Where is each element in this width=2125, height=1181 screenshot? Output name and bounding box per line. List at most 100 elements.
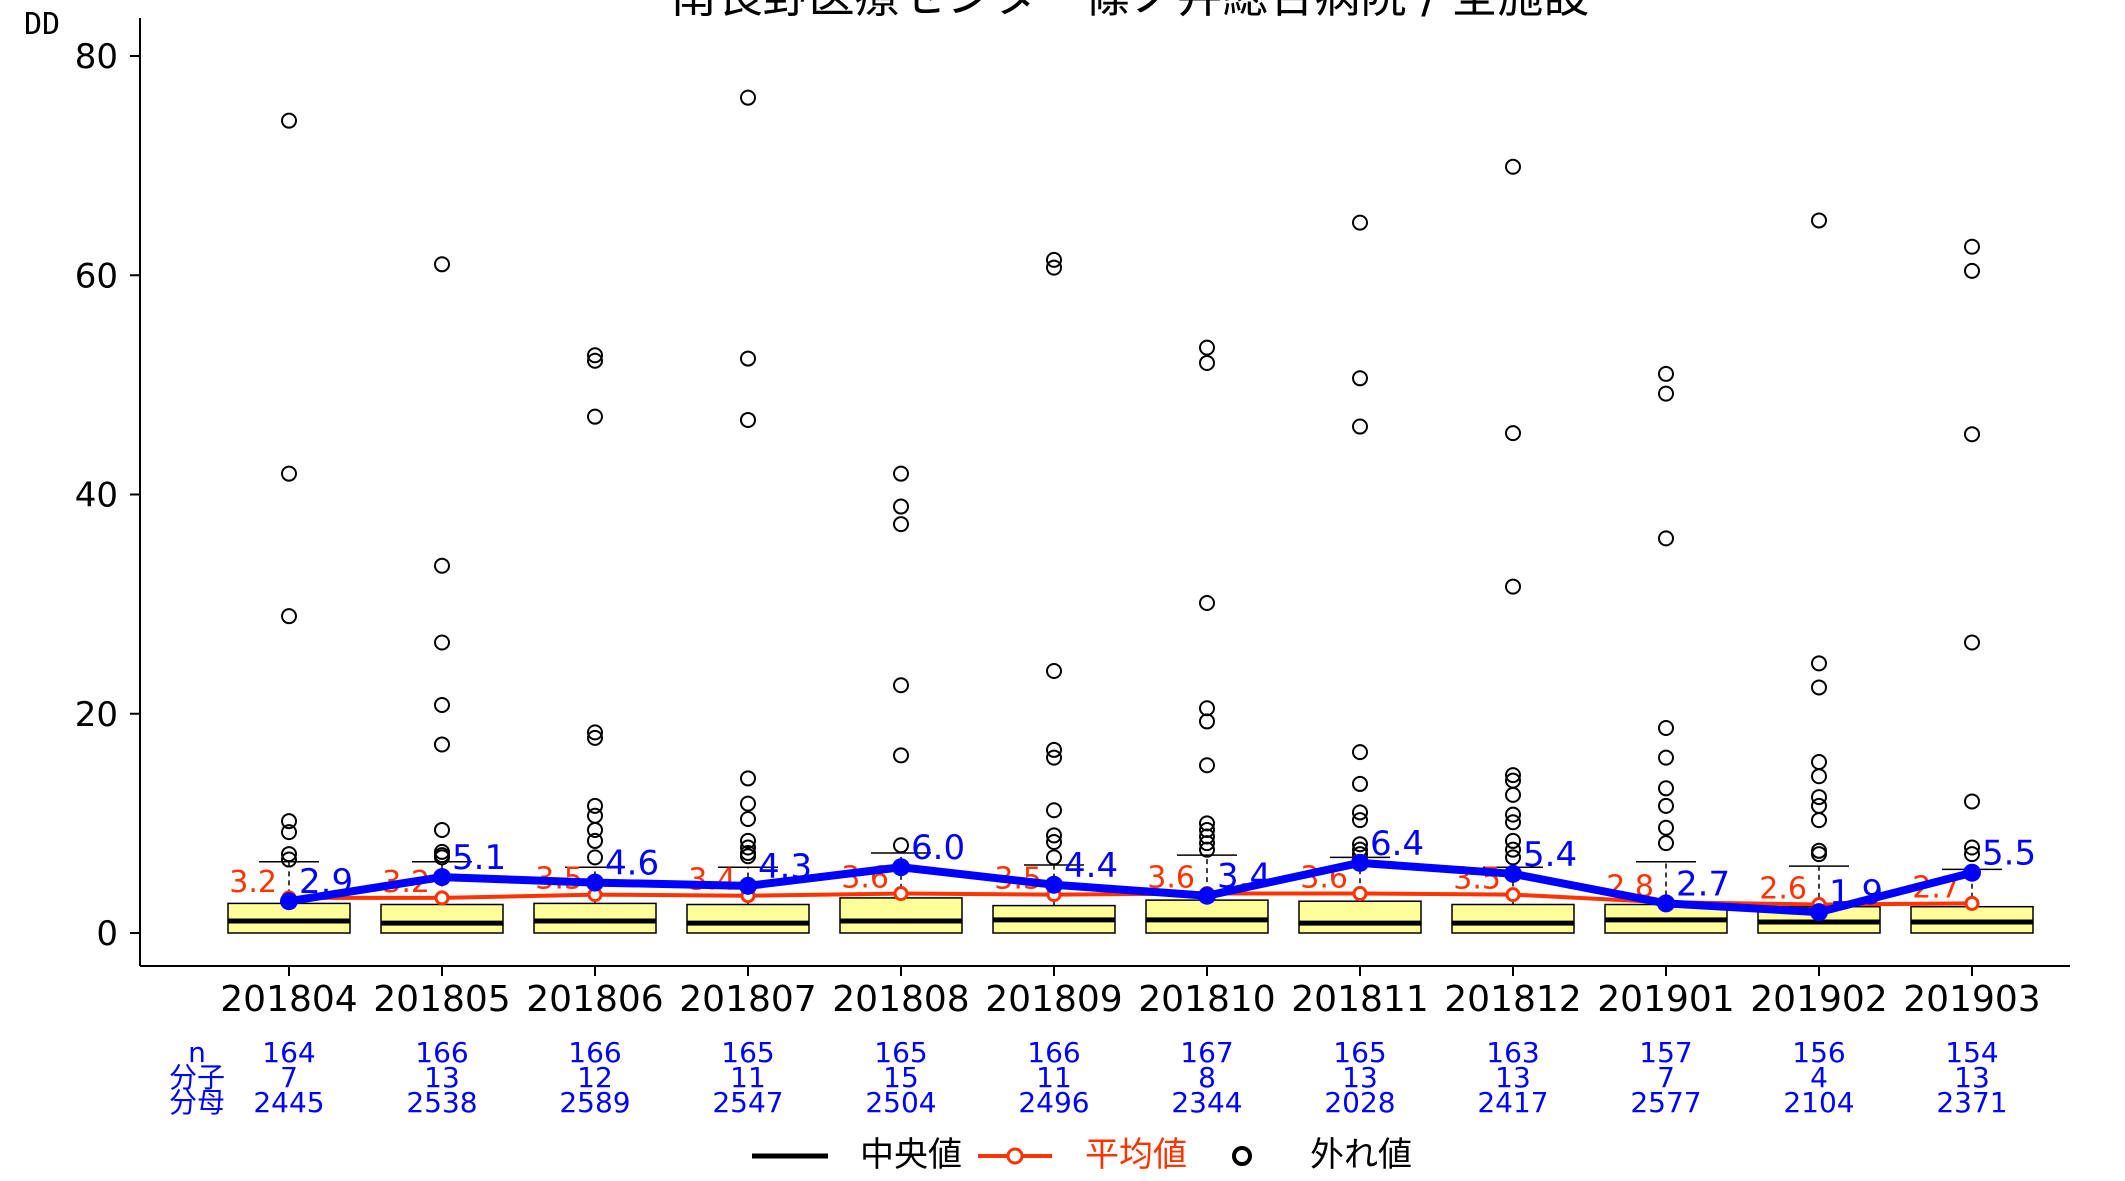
table-cell: 13 [1342,1061,1378,1094]
outlier-point [281,465,297,482]
table-cell: 12 [577,1061,613,1094]
outlier-point [1964,426,1980,443]
outlier-point [1964,262,1980,279]
outlier-point [1811,812,1827,829]
outlier-point [1352,214,1368,231]
table-cell: 8 [1198,1061,1216,1094]
mean-point [1964,895,1980,911]
x-tick-label: 201812 [1444,979,1581,1020]
outlier-point [1658,720,1674,737]
outlier-point [893,677,909,694]
facility-point [739,876,757,895]
outlier-point [1352,804,1368,821]
facility-value-label: 6.0 [911,828,965,868]
outlier-point [1199,713,1215,730]
facility-point [1963,863,1981,882]
outlier-point [740,350,756,367]
outlier-point [1505,806,1521,823]
legend-mean-label: 平均値 [1085,1135,1187,1175]
outlier-point [587,347,603,364]
table-cell: 11 [730,1061,766,1094]
outlier-point [1046,849,1062,866]
table-row-label: n [188,1036,206,1069]
facility-point [1657,894,1675,913]
outlier-point [1352,775,1368,792]
x-tick-label: 201805 [373,979,510,1020]
outlier-point [1046,662,1062,679]
outlier-point [740,770,756,787]
outlier-point [1199,595,1215,612]
outlier-point [281,112,297,129]
outlier-point [587,797,603,814]
outlier-point [1811,679,1827,696]
table-cell: 2496 [1018,1086,1089,1119]
mean-point [893,886,909,902]
mean-point [434,890,450,906]
table-row-label: 分子 [169,1061,225,1094]
table-cell: 165 [721,1036,774,1069]
outlier-point [893,747,909,764]
outlier-point [1352,836,1368,853]
table-cell: 2445 [253,1086,324,1119]
mean-point [1505,887,1521,903]
facility-value-label: 5.1 [452,838,506,878]
outlier-point [1964,839,1980,856]
outlier-point [1658,365,1674,382]
outlier-point [281,813,297,830]
box [380,903,504,934]
outlier-point [281,824,297,841]
outlier-point [1811,753,1827,770]
outlier-point [1505,158,1521,175]
outlier-point [587,724,603,741]
table-cell: 163 [1486,1036,1539,1069]
outlier-point [587,849,603,866]
box [533,902,657,934]
outlier-point [1199,700,1215,717]
outlier-point [1352,418,1368,435]
y-tick-label: 60 [75,256,118,296]
mean-value-label: 3.2 [229,865,277,900]
outlier-point [893,837,909,854]
facility-value-label: 6.4 [1370,824,1424,864]
table-cell: 2547 [712,1086,783,1119]
outlier-point [434,256,450,273]
y-axis-label: DD [24,7,60,42]
outlier-point [434,736,450,753]
table-cell: 4 [1810,1061,1828,1094]
legend: 中央値 平均値 外れ値 [752,1135,1412,1175]
outlier-point [434,557,450,574]
box [1145,899,1269,934]
outlier-point [587,821,603,838]
table-cell: 2504 [865,1086,936,1119]
table-cell: 2577 [1630,1086,1701,1119]
table-cell: 157 [1639,1036,1692,1069]
x-tick-label: 201808 [832,979,969,1020]
outlier-point [893,498,909,515]
table-cell: 2538 [406,1086,477,1119]
y-tick-label: 0 [96,914,118,954]
outlier-point [587,352,603,369]
outlier-point [1658,780,1674,797]
outlier-point [1811,768,1827,785]
facility-point [1504,864,1522,883]
facility-value-label: 4.3 [758,847,812,887]
outlier-point [1658,385,1674,402]
facility-value-label: 1.9 [1829,873,1883,913]
facility-value-label: 5.4 [1523,835,1577,875]
outlier-point [1352,812,1368,829]
outlier-point [1505,814,1521,831]
table-cell: 166 [1027,1036,1080,1069]
outlier-point [740,89,756,106]
outlier-point [1811,797,1827,814]
x-tick-label: 201901 [1597,979,1734,1020]
outlier-point [740,810,756,827]
outlier-point [740,832,756,849]
facility-value-label: 5.5 [1982,834,2036,874]
table-cell: 2589 [559,1086,630,1119]
facility-value-label: 4.4 [1064,846,1118,886]
outlier-point [1811,846,1827,863]
outlier-point [1505,841,1521,858]
x-tick-label: 201804 [220,979,357,1020]
table-cell: 13 [1954,1061,1990,1094]
outlier-point [587,807,603,824]
